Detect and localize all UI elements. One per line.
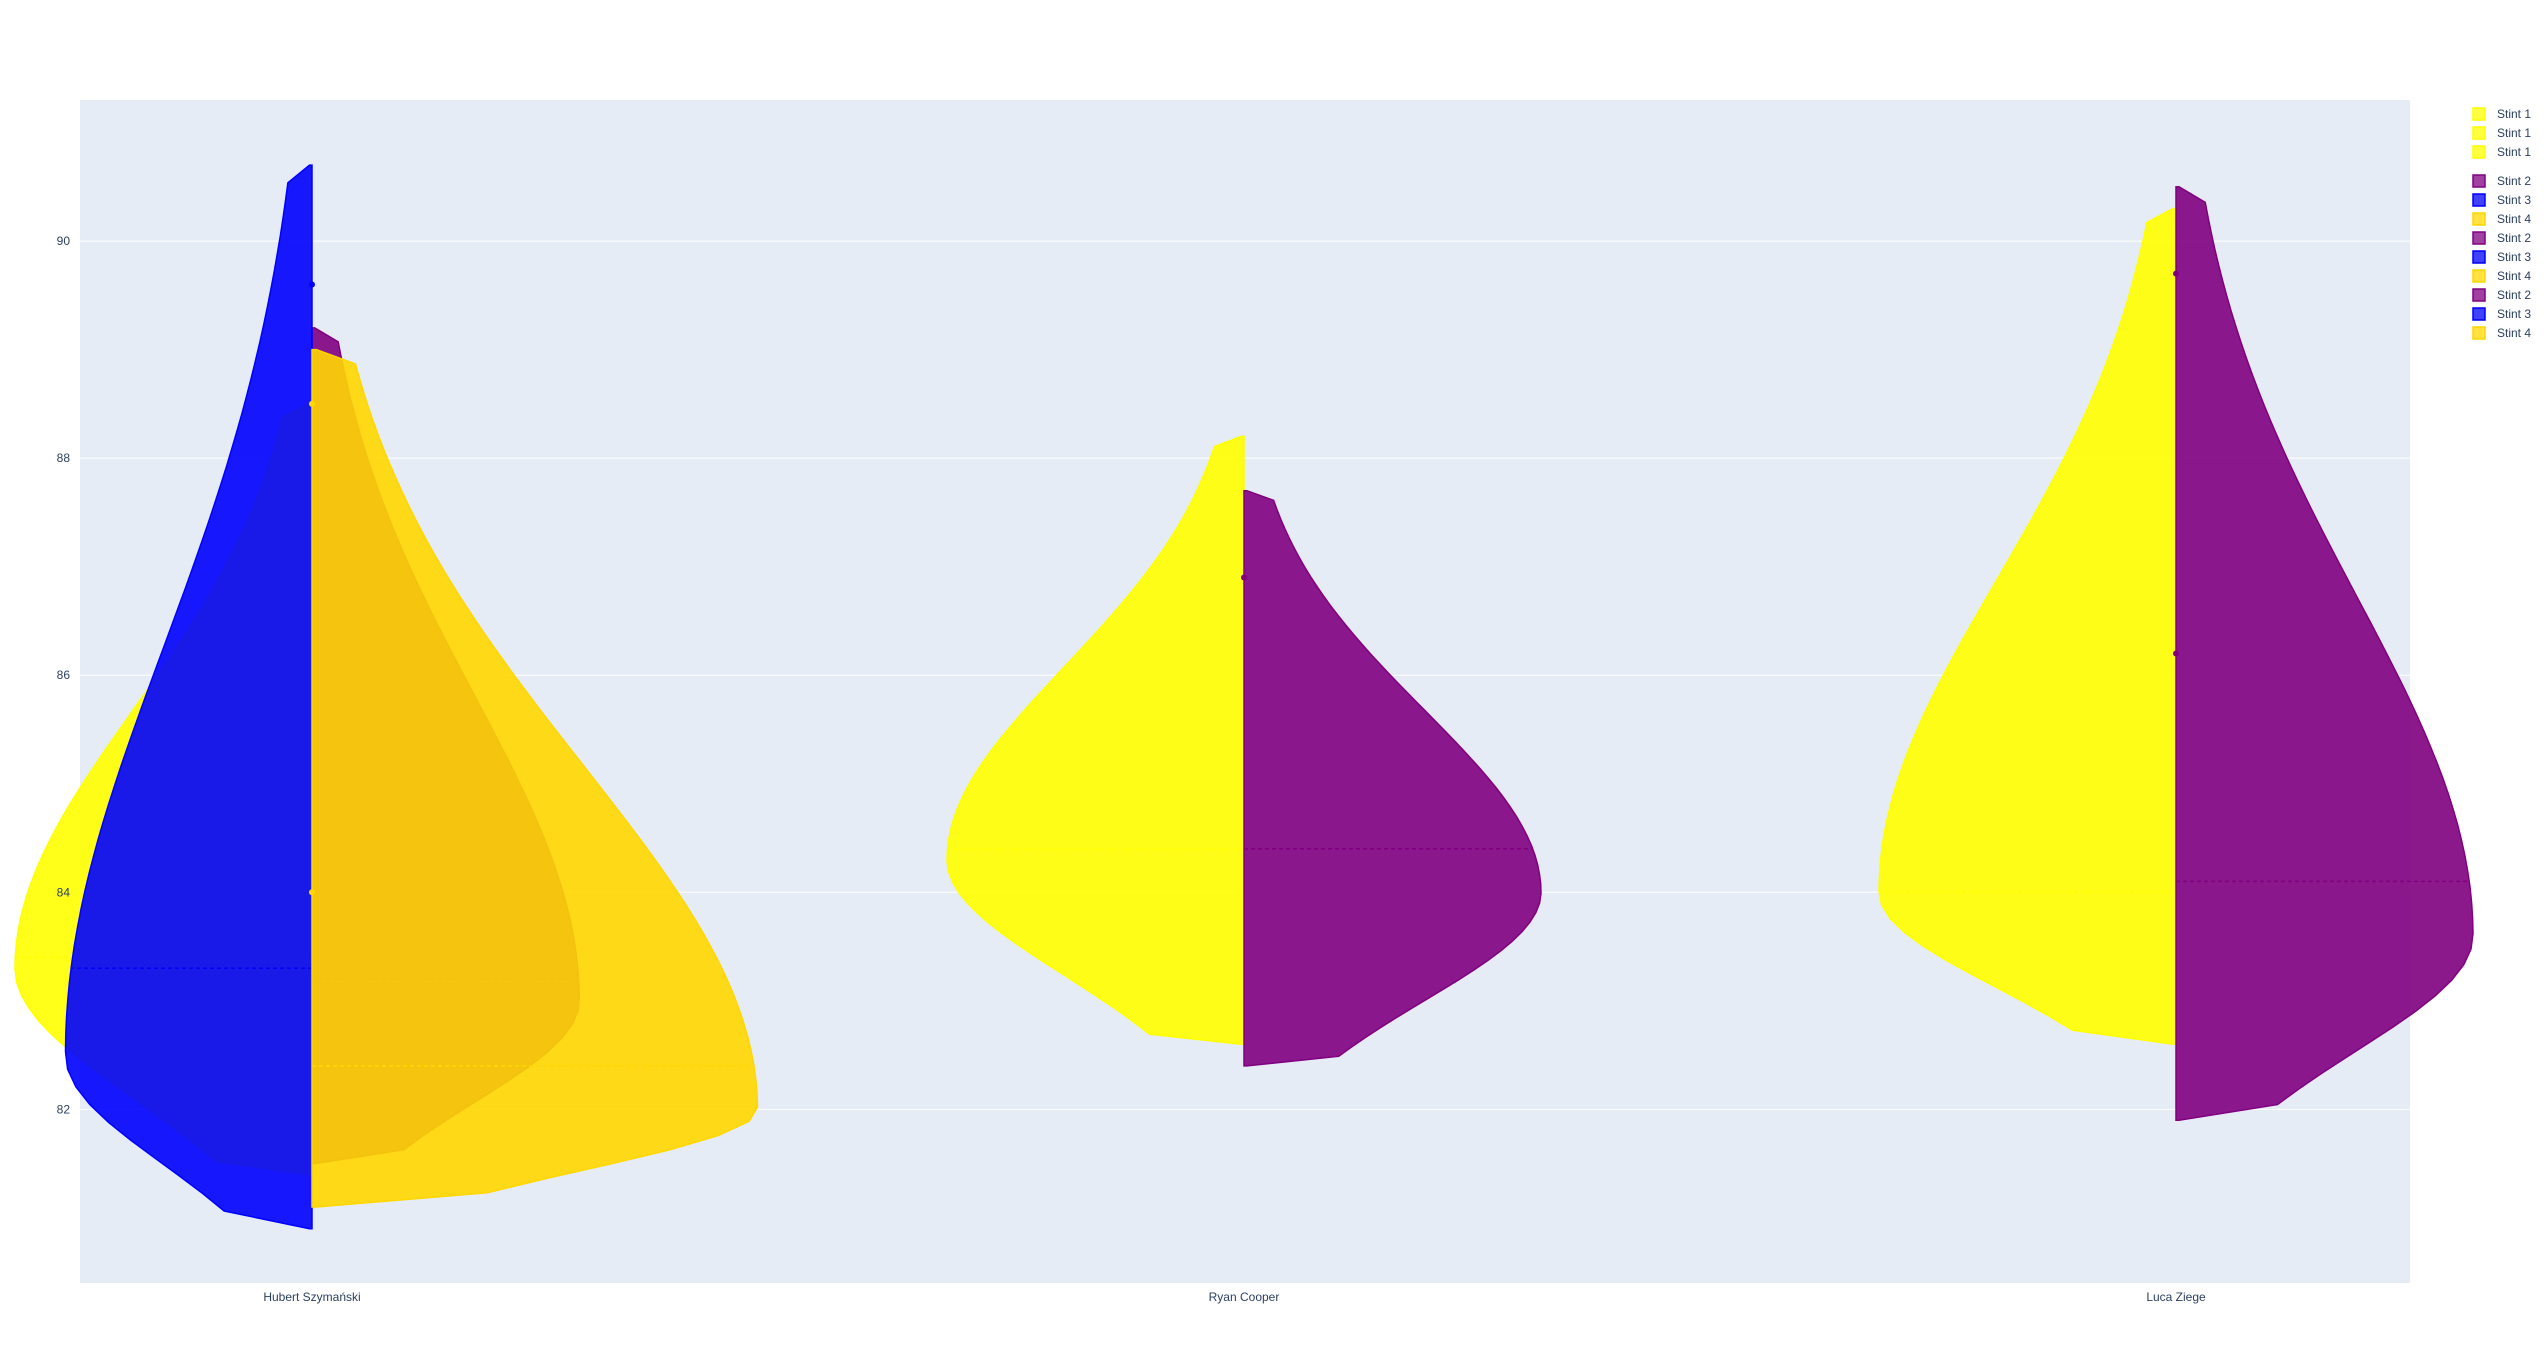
legend-swatch	[2472, 250, 2486, 264]
violin-half	[946, 435, 1245, 1045]
legend-item[interactable]: Stint 3	[2472, 307, 2531, 321]
legend-swatch	[2472, 288, 2486, 302]
legend-swatch	[2472, 212, 2486, 226]
violin-half	[2175, 186, 2474, 1121]
legend-label: Stint 4	[2497, 269, 2531, 283]
legend-item[interactable]: Stint 1	[2472, 145, 2531, 159]
x-tick-label: Luca Ziege	[2146, 1290, 2206, 1304]
y-axis: 82 84 86 88 90	[57, 234, 71, 1116]
y-tick-label: 88	[57, 451, 71, 465]
outlier-point	[1241, 574, 1247, 581]
legend-swatch	[2472, 307, 2486, 321]
x-axis: Hubert Szymański Ryan Cooper Luca Ziege	[263, 1290, 2206, 1304]
outlier-point	[2173, 650, 2179, 657]
legend-item[interactable]: Stint 3	[2472, 250, 2531, 264]
legend-item[interactable]: Stint 3	[2472, 193, 2531, 207]
legend-label: Stint 2	[2497, 231, 2531, 245]
outlier-point	[2173, 270, 2179, 277]
legend-label: Stint 1	[2497, 107, 2531, 121]
legend-swatch	[2472, 193, 2486, 207]
legend-item[interactable]: Stint 4	[2472, 212, 2531, 226]
violin-half	[311, 348, 759, 1208]
legend-label: Stint 1	[2497, 145, 2531, 159]
y-tick-label: 86	[57, 668, 71, 682]
legend-label: Stint 3	[2497, 193, 2531, 207]
legend-item[interactable]: Stint 2	[2472, 174, 2531, 188]
legend-swatch	[2472, 107, 2486, 121]
outlier-point	[309, 400, 315, 407]
violin-half	[1243, 489, 1542, 1067]
legend-item[interactable]: Stint 2	[2472, 231, 2531, 245]
legend-swatch	[2472, 231, 2486, 245]
legend-swatch	[2472, 174, 2486, 188]
violin-half	[64, 164, 313, 1230]
legend-label: Stint 4	[2497, 326, 2531, 340]
legend-item[interactable]: Stint 4	[2472, 326, 2531, 340]
y-tick-label: 90	[57, 234, 71, 248]
y-tick-label: 84	[57, 885, 71, 899]
legend-item[interactable]: Stint 1	[2472, 107, 2531, 121]
outlier-point	[309, 889, 315, 896]
legend-item[interactable]: Stint 2	[2472, 288, 2531, 302]
violin-half	[1878, 207, 2177, 1045]
x-tick-label: Hubert Szymański	[263, 1290, 360, 1304]
legend-swatch	[2472, 326, 2486, 340]
legend-label: Stint 3	[2497, 250, 2531, 264]
legend-label: Stint 4	[2497, 212, 2531, 226]
legend-label: Stint 2	[2497, 288, 2531, 302]
legend-swatch	[2472, 145, 2486, 159]
y-tick-label: 82	[57, 1102, 71, 1116]
legend-swatch	[2472, 269, 2486, 283]
legend-item[interactable]: Stint 1	[2472, 126, 2531, 140]
violin-traces	[14, 164, 2474, 1230]
legend-label: Stint 2	[2497, 174, 2531, 188]
x-tick-label: Ryan Cooper	[1209, 1290, 1280, 1304]
legend-label: Stint 1	[2497, 126, 2531, 140]
outlier-point	[309, 281, 315, 288]
legend: Stint 1 Stint 1 Stint 1 Stint 2 Stint 3 Stint…	[2472, 107, 2531, 340]
legend-label: Stint 3	[2497, 307, 2531, 321]
legend-swatch	[2472, 126, 2486, 140]
legend-item[interactable]: Stint 4	[2472, 269, 2531, 283]
